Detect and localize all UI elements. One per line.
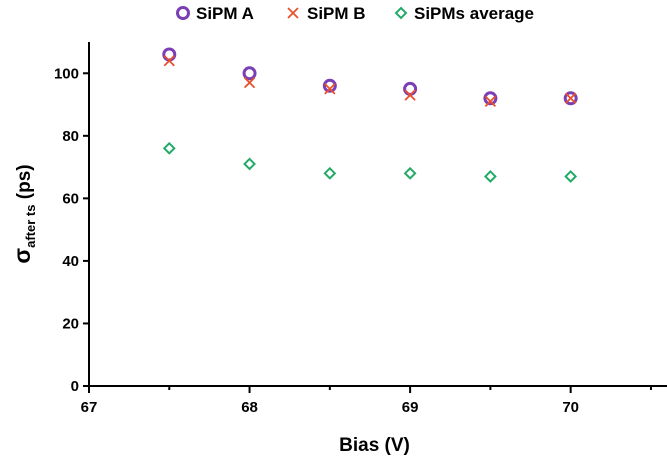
legend-marker-circle (176, 6, 190, 20)
legend-marker-x (287, 7, 299, 19)
data-markers (162, 47, 578, 183)
legend-label: SiPM B (307, 4, 366, 23)
legend-marker-diamond (394, 6, 408, 20)
data-point-diamond (564, 170, 578, 183)
data-point-circle (483, 91, 498, 106)
y-tick-label: 40 (62, 253, 79, 270)
data-point-x (404, 89, 416, 101)
y-ticks: 0 20 40 60 80 100 (54, 65, 89, 395)
y-tick-label: 60 (62, 190, 79, 207)
data-point-x (565, 92, 577, 104)
x-tick-label: 70 (562, 399, 579, 416)
data-point-x (484, 95, 497, 108)
y-tick-label: 20 (62, 315, 79, 332)
x-ticks: 67 68 69 70 (81, 386, 652, 416)
data-point-circle (162, 47, 177, 62)
data-point-diamond (323, 166, 337, 180)
data-point-circle (403, 81, 418, 96)
x-tick-label: 68 (241, 399, 258, 416)
legend: SiPM A SiPM B SiPMs average (176, 4, 534, 23)
y-axis-title-symbol: σ (9, 248, 35, 264)
data-point-x (324, 83, 336, 95)
x-tick-label: 67 (81, 399, 98, 416)
legend-label: SiPMs average (414, 4, 534, 23)
x-axis-title: Bias (V) (339, 435, 410, 456)
plot-area: 0 20 40 60 80 100 67 68 69 70 (54, 42, 667, 416)
y-axis-title-unit: (ps) (14, 164, 35, 204)
data-point-diamond (483, 170, 497, 183)
y-tick-label: 100 (54, 65, 79, 82)
data-point-diamond (403, 166, 417, 180)
data-point-circle (242, 66, 257, 81)
data-point-diamond (162, 141, 176, 155)
data-point-x (163, 55, 175, 67)
y-tick-label: 0 (71, 378, 79, 395)
data-point-x (243, 77, 256, 89)
data-point-diamond (243, 157, 256, 171)
y-tick-label: 80 (62, 128, 79, 145)
y-axis-title-subscript: after ts (23, 205, 38, 248)
data-point-circle (322, 78, 337, 93)
y-axis-title: σafter ts (ps) (9, 164, 38, 263)
data-point-circle (563, 91, 578, 106)
x-tick-label: 69 (402, 399, 419, 416)
legend-label: SiPM A (196, 4, 254, 23)
